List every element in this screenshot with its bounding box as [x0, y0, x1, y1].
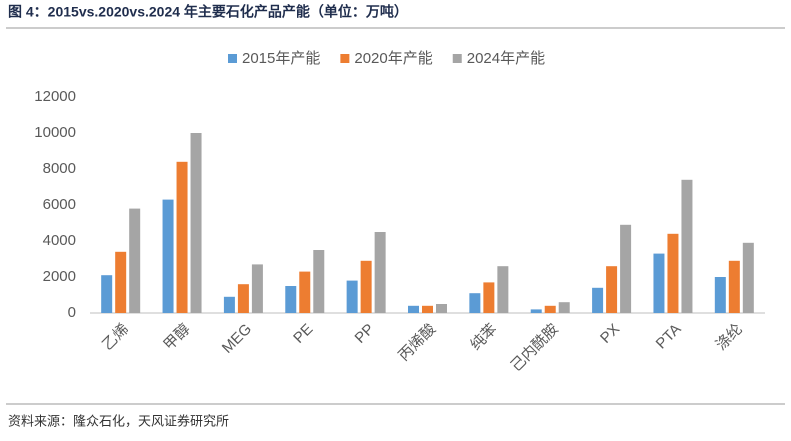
legend-label: 2015年产能	[242, 50, 320, 67]
bar	[374, 232, 386, 313]
x-tick-label: MEG	[219, 321, 255, 357]
y-tick-label: 10000	[34, 124, 76, 141]
bar	[408, 305, 419, 313]
y-tick-label: 0	[68, 304, 76, 321]
bar	[285, 286, 297, 313]
bar	[728, 260, 740, 313]
bar	[190, 133, 202, 313]
bar	[667, 233, 679, 313]
bar	[176, 161, 188, 313]
x-tick-label: 涤纶	[713, 321, 746, 354]
legend-swatch	[340, 54, 350, 63]
bar	[606, 266, 618, 313]
bar	[346, 280, 358, 313]
bar	[237, 284, 249, 313]
bar	[422, 305, 433, 313]
x-tick-label: PX	[597, 321, 623, 347]
x-tick-label: 己内酰胺	[507, 321, 561, 375]
legend-label: 2020年产能	[354, 50, 432, 67]
bar	[360, 260, 372, 313]
bar	[162, 199, 174, 313]
bar	[742, 242, 754, 313]
x-tick-label: PP	[352, 321, 378, 347]
x-tick-label: 丙烯酸	[395, 321, 439, 365]
bar	[115, 251, 127, 313]
bar	[436, 304, 447, 313]
bar	[653, 253, 665, 313]
bar	[483, 282, 495, 313]
x-tick-label: PTA	[653, 321, 685, 353]
bar	[681, 179, 693, 313]
bar	[544, 305, 556, 313]
bar	[530, 309, 542, 313]
bar	[251, 264, 263, 313]
bar	[469, 293, 481, 313]
bar	[223, 296, 235, 313]
x-tick-label: 纯苯	[467, 321, 500, 354]
bar	[620, 224, 632, 313]
y-tick-label: 6000	[43, 196, 76, 213]
y-tick-label: 2000	[43, 268, 76, 285]
bar	[558, 302, 570, 313]
y-tick-label: 8000	[43, 160, 76, 177]
legend-swatch	[452, 54, 462, 63]
bar	[714, 277, 726, 313]
x-tick-label: 甲醇	[160, 321, 193, 354]
x-tick-label: PE	[290, 321, 316, 347]
y-tick-label: 12000	[34, 88, 76, 105]
legend-swatch	[228, 54, 237, 63]
bar	[313, 250, 325, 313]
bar	[497, 266, 509, 313]
source: 资料来源：隆众石化，天风证券研究所	[8, 413, 229, 428]
legend-label: 2024年产能	[467, 50, 545, 67]
bar	[592, 287, 604, 313]
bar	[129, 208, 141, 313]
title: 图 4：2015vs.2020vs.2024 年主要石化产品产能（单位：万吨）	[8, 4, 408, 20]
bar	[299, 271, 311, 313]
x-tick-label: 乙烯	[99, 321, 132, 354]
bar	[101, 275, 113, 313]
y-tick-label: 4000	[43, 232, 76, 249]
